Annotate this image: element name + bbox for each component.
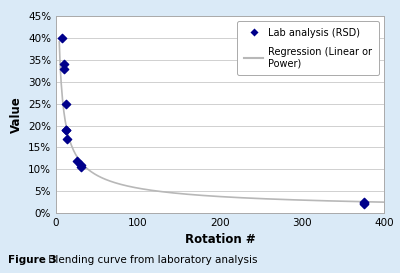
Point	[78, 165, 84, 169]
X-axis label: Rotation #: Rotation #	[185, 233, 255, 246]
Legend: Lab analysis (RSD), Regression (Linear or
Power): Lab analysis (RSD), Regression (Linear o…	[237, 21, 379, 75]
Text: Blending curve from laboratory analysis: Blending curve from laboratory analysis	[45, 255, 257, 265]
Point	[78, 163, 84, 167]
Point	[63, 128, 69, 132]
Point	[64, 136, 71, 141]
Point	[63, 128, 69, 132]
Point	[61, 62, 67, 67]
Point	[360, 202, 367, 206]
Y-axis label: Value: Value	[10, 96, 22, 133]
Point	[73, 158, 80, 163]
Point	[63, 102, 69, 106]
Point	[61, 67, 67, 71]
Point	[360, 200, 367, 204]
Text: Figure 3: Figure 3	[8, 255, 57, 265]
Point	[360, 201, 367, 206]
Point	[58, 36, 65, 40]
